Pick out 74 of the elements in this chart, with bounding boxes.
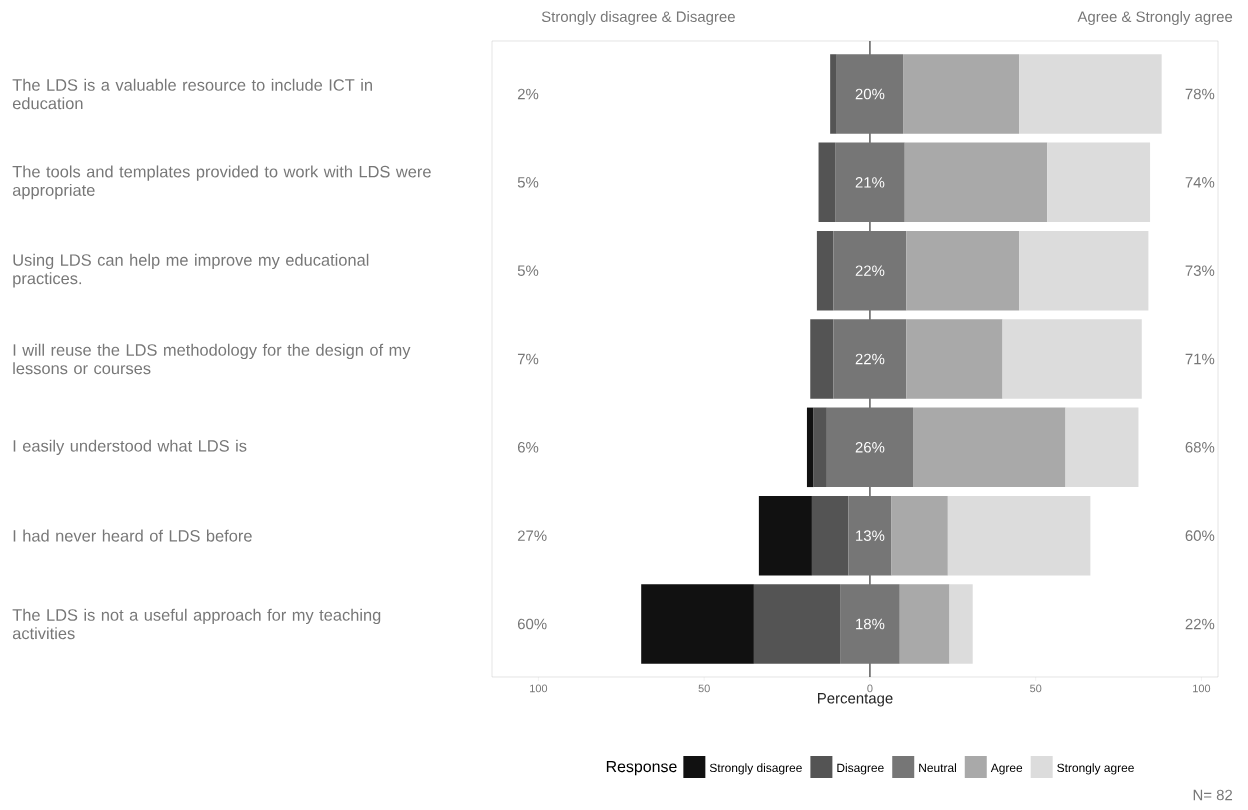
x-axis-title: Percentage [818, 693, 893, 707]
annotation: 60% [517, 618, 547, 630]
legend-label: Strongly agree [1057, 763, 1134, 775]
annotation: 78% [1185, 88, 1215, 100]
legend-title: Response [606, 761, 677, 776]
bar [1047, 142, 1151, 223]
annotation: 6% [517, 442, 539, 453]
y-tick-label: I had never heard of LDS before [13, 529, 252, 542]
bar [899, 584, 950, 664]
annotation: 5% [517, 265, 539, 276]
bar [903, 54, 1020, 134]
annotation: 73% [1185, 265, 1215, 276]
annotation: 5% [517, 177, 539, 188]
data-label: 26% [855, 442, 885, 453]
bar [806, 407, 814, 488]
data-label: 13% [856, 530, 885, 541]
x-tick-label: 100 [1193, 684, 1211, 693]
text: Strongly disagree & Disagree [541, 11, 735, 25]
bar [840, 584, 900, 664]
bar [906, 319, 1003, 399]
y-tick-label: The tools and templates provided to work with LDS were appropriate [12, 165, 431, 200]
bar [826, 407, 914, 488]
bar [811, 495, 849, 576]
annotation: 22% [1185, 618, 1215, 630]
data-label: 18% [856, 618, 885, 630]
bar [810, 319, 834, 399]
annotation: 7% [517, 353, 539, 365]
bar [1019, 230, 1149, 311]
data-label: 22% [855, 265, 885, 276]
bar [1019, 54, 1162, 134]
bar [835, 142, 905, 223]
bar [753, 584, 841, 664]
bar [848, 495, 892, 576]
bar [836, 54, 904, 134]
x-tick-label: 50 [1030, 684, 1042, 693]
annotation: 27% [517, 530, 547, 541]
bar [833, 319, 907, 399]
annotation: 74% [1185, 177, 1215, 188]
x-tick-label: 50 [698, 684, 710, 693]
bar [813, 407, 827, 488]
y-tick-label: Using LDS can help me improve my educational practices. [13, 253, 369, 288]
legend-label: Neutral [919, 763, 956, 773]
bar [830, 54, 837, 134]
text: N= 82 [1193, 789, 1233, 801]
x-tick-label: 100 [530, 684, 548, 693]
data-label: 21% [855, 177, 885, 188]
annotation: 2% [517, 88, 539, 100]
bar [904, 142, 1048, 223]
legend-label: Disagree [837, 763, 884, 775]
bar [1002, 319, 1142, 399]
data-label: 22% [855, 353, 885, 365]
text: Agree & Strongly agree [1077, 11, 1233, 25]
bar [833, 230, 907, 311]
x-tick-label: 0 [867, 684, 873, 693]
legend-label: Agree [990, 763, 1023, 775]
bar [816, 230, 834, 311]
bar [891, 495, 948, 576]
annotation: 68% [1185, 442, 1215, 453]
bar [1065, 407, 1139, 488]
bar [818, 142, 836, 223]
y-tick-label: I will reuse the LDS methodology for the design of my lessons or courses [13, 343, 411, 375]
data-label: 20% [855, 88, 885, 100]
bar [949, 584, 973, 664]
annotation: 60% [1185, 530, 1215, 541]
legend-label: Strongly disagree [709, 763, 802, 775]
bar [947, 495, 1091, 576]
y-tick-label: I easily understood what LDS is [13, 439, 247, 455]
y-tick-label: The LDS is a valuable resource to include ICT in education [12, 78, 372, 110]
y-tick-label: The LDS is not a useful approach for my teaching activities [12, 608, 381, 640]
bar [641, 584, 754, 664]
bar [758, 495, 812, 576]
bar [906, 230, 1020, 311]
bar [913, 407, 1066, 488]
annotation: 71% [1185, 353, 1215, 365]
